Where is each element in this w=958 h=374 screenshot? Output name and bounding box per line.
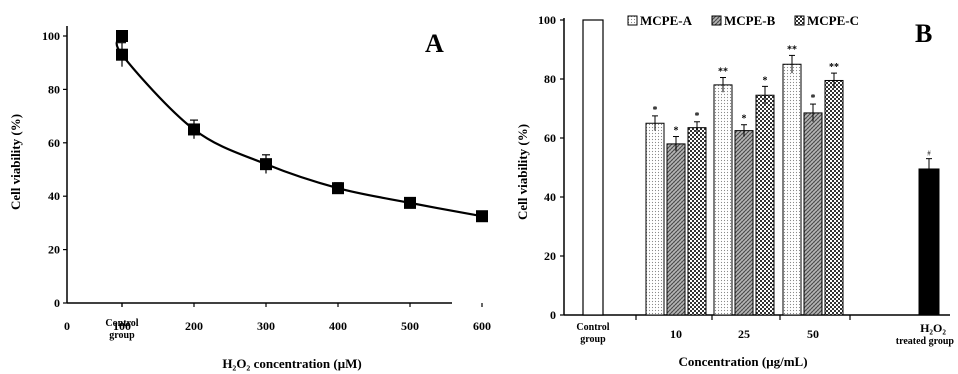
panel-b-bar-treated: [918, 168, 940, 316]
panel-b-significance-mark: #: [927, 150, 931, 158]
panel-b-bar-control: [582, 19, 604, 316]
panel-a-y-tick-label: 0: [54, 296, 60, 310]
panel-b-significance-mark: **: [718, 67, 728, 78]
panel-b-x-axis-title: Concentration (μg/mL): [678, 354, 807, 369]
panel-a-series-line: [115, 35, 483, 218]
panel-b-y-tick-label: 100: [538, 13, 556, 27]
panel-a-x-tick-label: 400: [329, 319, 347, 333]
panel-b-legend-label: MCPE-A: [640, 13, 693, 28]
panel-b-category-label: group: [580, 334, 606, 345]
panel-a-y-axis-title: Cell viability (%): [8, 114, 23, 210]
panel-b-significance-mark: *: [653, 105, 658, 116]
panel-b-significance-mark: **: [787, 44, 797, 55]
panel-b-bar-mcpe-a: [713, 84, 733, 316]
panel-b-bar-mcpe-b: [803, 112, 823, 316]
panel-b-y-tick-label: 0: [550, 308, 556, 322]
panel-b-category-label: H₂O₂: [920, 321, 946, 335]
panel-a-x-tick-label: 500: [401, 319, 419, 333]
panel-b-y-axis-title: Cell viability (%): [515, 124, 530, 220]
panel-b-significance-mark: *: [742, 114, 747, 125]
panel-b-category-label: 50: [807, 327, 819, 341]
panel-b-bar-mcpe-a: [645, 122, 665, 316]
panel-b-significance-mark: **: [829, 62, 839, 73]
panel-a-x-tick-label: Control: [105, 318, 138, 329]
panel-b-legend-swatch: [794, 15, 805, 26]
panel-b-legend-swatch: [711, 15, 722, 26]
panel-a-x-tick-label: 600: [473, 319, 491, 333]
panel-b-y-tick-label: 40: [544, 190, 556, 204]
panel-b-bar-mcpe-c: [687, 127, 707, 316]
panel-a-data-point: [116, 30, 128, 42]
panel-b-bar-mcpe-a: [782, 63, 802, 316]
panel-a-x-tick-label: group: [109, 330, 135, 341]
panel-a-y-tick-label: 40: [48, 189, 60, 203]
panel-b-significance-mark: *: [695, 111, 700, 122]
panel-b: Cell viability (%) Concentration (μg/mL)…: [515, 13, 954, 369]
panel-b-significance-mark: *: [811, 93, 816, 104]
panel-a-data-point: [116, 48, 128, 61]
panel-a-x-axis-title: H₂O₂ concentration (μM): [222, 356, 361, 371]
panel-b-legend-label: MCPE-B: [724, 13, 776, 28]
panel-b-letter: B: [915, 19, 932, 48]
panel-b-bar-mcpe-b: [666, 143, 686, 316]
panel-a-x-tick-label: 200: [185, 319, 203, 333]
panel-a-data-point: [476, 210, 488, 223]
panel-b-bar-mcpe-c: [824, 79, 844, 316]
panel-b-y-tick-label: 60: [544, 131, 556, 145]
panel-a-x-tick-label: 100: [113, 319, 131, 333]
panel-a-data-point: [188, 123, 200, 136]
panel-b-category-label: Control: [576, 322, 609, 333]
panel-a-y-tick-label: 60: [48, 136, 60, 150]
panel-b-significance-mark: *: [674, 126, 679, 137]
panel-b-legend-label: MCPE-C: [807, 13, 859, 28]
panel-b-bar-mcpe-c: [755, 94, 775, 316]
panel-a-data-point: [260, 158, 272, 171]
panel-a-origin-label: 0: [64, 319, 70, 333]
panel-a: Cell viability (%) H₂O₂ concentration (μ…: [8, 26, 491, 371]
panel-a-data-point: [332, 182, 344, 195]
panel-a-x-tick-label: 300: [257, 319, 275, 333]
panel-a-y-tick-label: 100: [42, 29, 60, 43]
panel-a-y-tick-label: 80: [48, 82, 60, 96]
panel-b-significance-mark: *: [763, 75, 768, 86]
panel-b-y-tick-label: 20: [544, 249, 556, 263]
panel-b-bar-mcpe-b: [734, 130, 754, 316]
panel-a-data-point: [404, 196, 416, 209]
panel-b-legend-swatch: [627, 15, 638, 26]
panel-b-category-label: treated group: [896, 336, 955, 347]
panel-b-category-label: 10: [670, 327, 682, 341]
panel-a-letter: A: [425, 29, 444, 58]
panel-b-category-label: 25: [738, 327, 750, 341]
panel-b-y-tick-label: 80: [544, 72, 556, 86]
panel-a-y-tick-label: 20: [48, 243, 60, 257]
